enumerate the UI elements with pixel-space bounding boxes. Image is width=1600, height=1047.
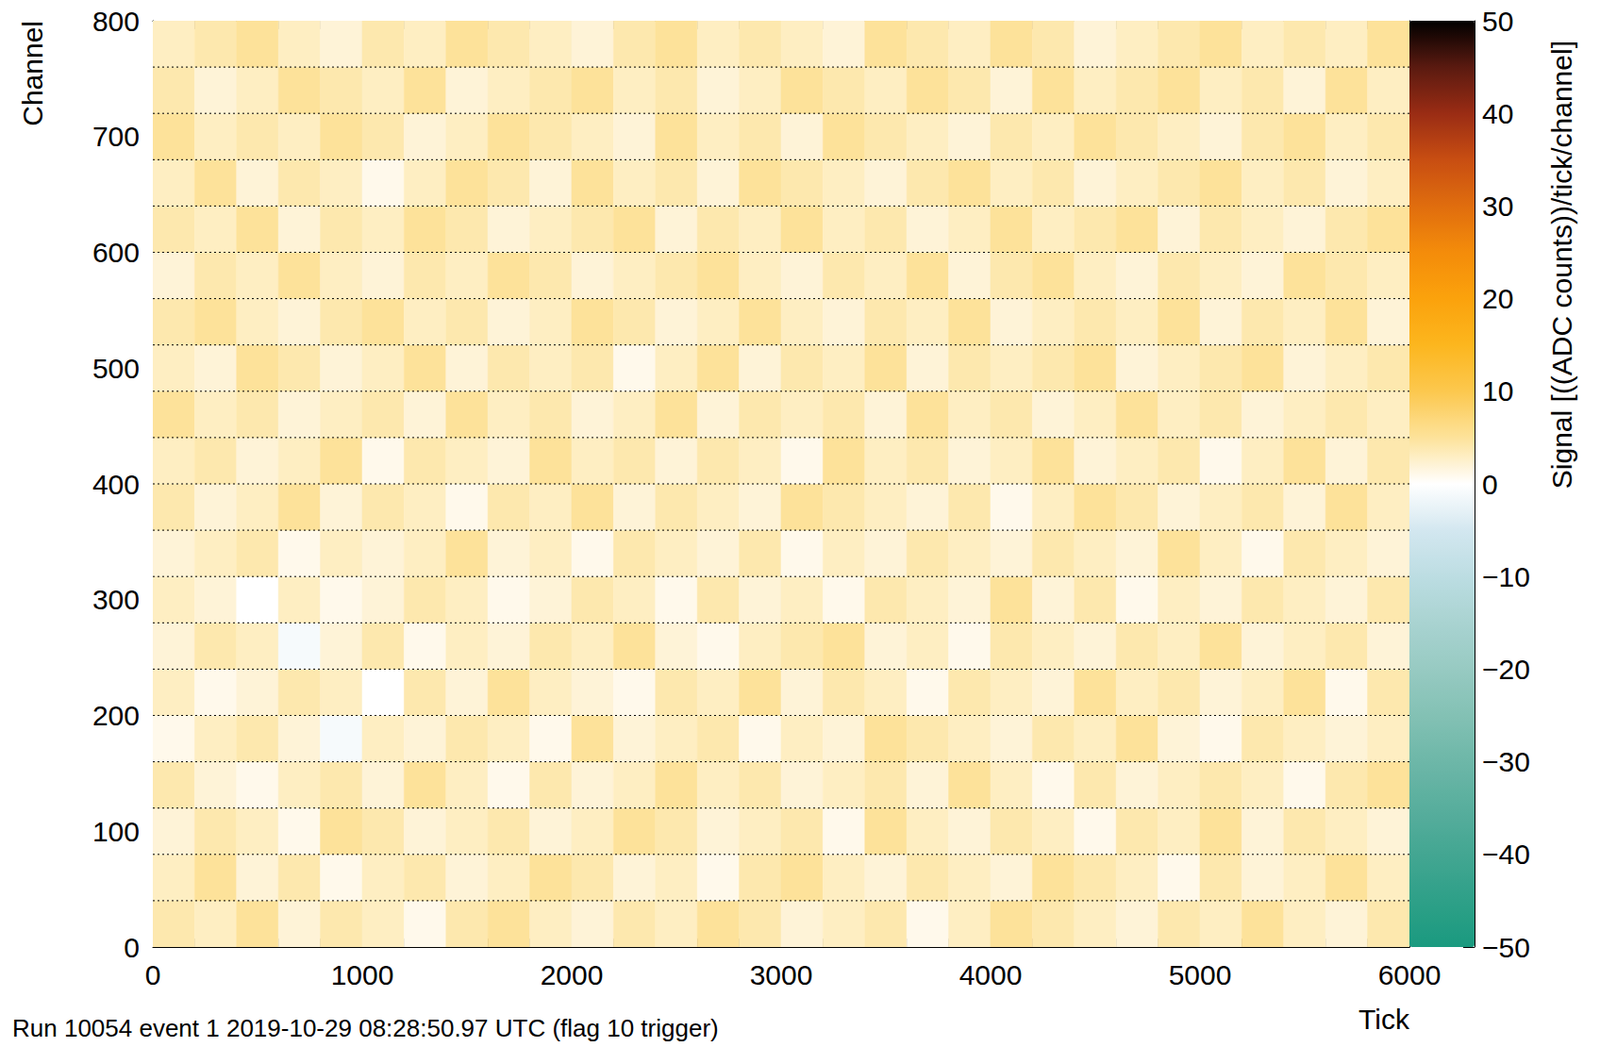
svg-text:Signal [((ADC counts))/tick/ch: Signal [((ADC counts))/tick/channel] (1546, 40, 1578, 489)
svg-text:10: 10 (1482, 375, 1514, 407)
svg-text:800: 800 (92, 5, 140, 37)
svg-text:−20: −20 (1482, 653, 1531, 685)
svg-text:50: 50 (1482, 5, 1514, 37)
svg-text:3000: 3000 (750, 959, 814, 991)
svg-text:200: 200 (92, 700, 140, 732)
svg-text:−40: −40 (1482, 838, 1531, 870)
svg-text:−10: −10 (1482, 561, 1531, 593)
svg-text:20: 20 (1482, 283, 1514, 315)
svg-text:Run 10054 event 1 2019-10-29 0: Run 10054 event 1 2019-10-29 08:28:50.97… (12, 1014, 719, 1043)
svg-text:40: 40 (1482, 98, 1514, 130)
svg-text:0: 0 (145, 959, 162, 991)
svg-text:2000: 2000 (540, 959, 604, 991)
svg-text:400: 400 (92, 468, 140, 500)
svg-text:Channel: Channel (16, 20, 49, 127)
svg-text:6000: 6000 (1378, 959, 1442, 991)
svg-text:0: 0 (123, 932, 140, 964)
svg-text:700: 700 (92, 120, 140, 152)
svg-text:−30: −30 (1482, 746, 1531, 778)
svg-text:0: 0 (1482, 468, 1499, 500)
svg-text:Tick: Tick (1358, 1003, 1411, 1035)
svg-text:30: 30 (1482, 190, 1514, 222)
svg-text:600: 600 (92, 236, 140, 268)
svg-text:4000: 4000 (959, 959, 1023, 991)
svg-text:5000: 5000 (1168, 959, 1233, 991)
svg-text:−50: −50 (1482, 932, 1531, 964)
svg-text:100: 100 (92, 816, 140, 848)
svg-text:500: 500 (92, 352, 140, 384)
svg-text:1000: 1000 (331, 959, 395, 991)
svg-text:300: 300 (92, 583, 140, 616)
